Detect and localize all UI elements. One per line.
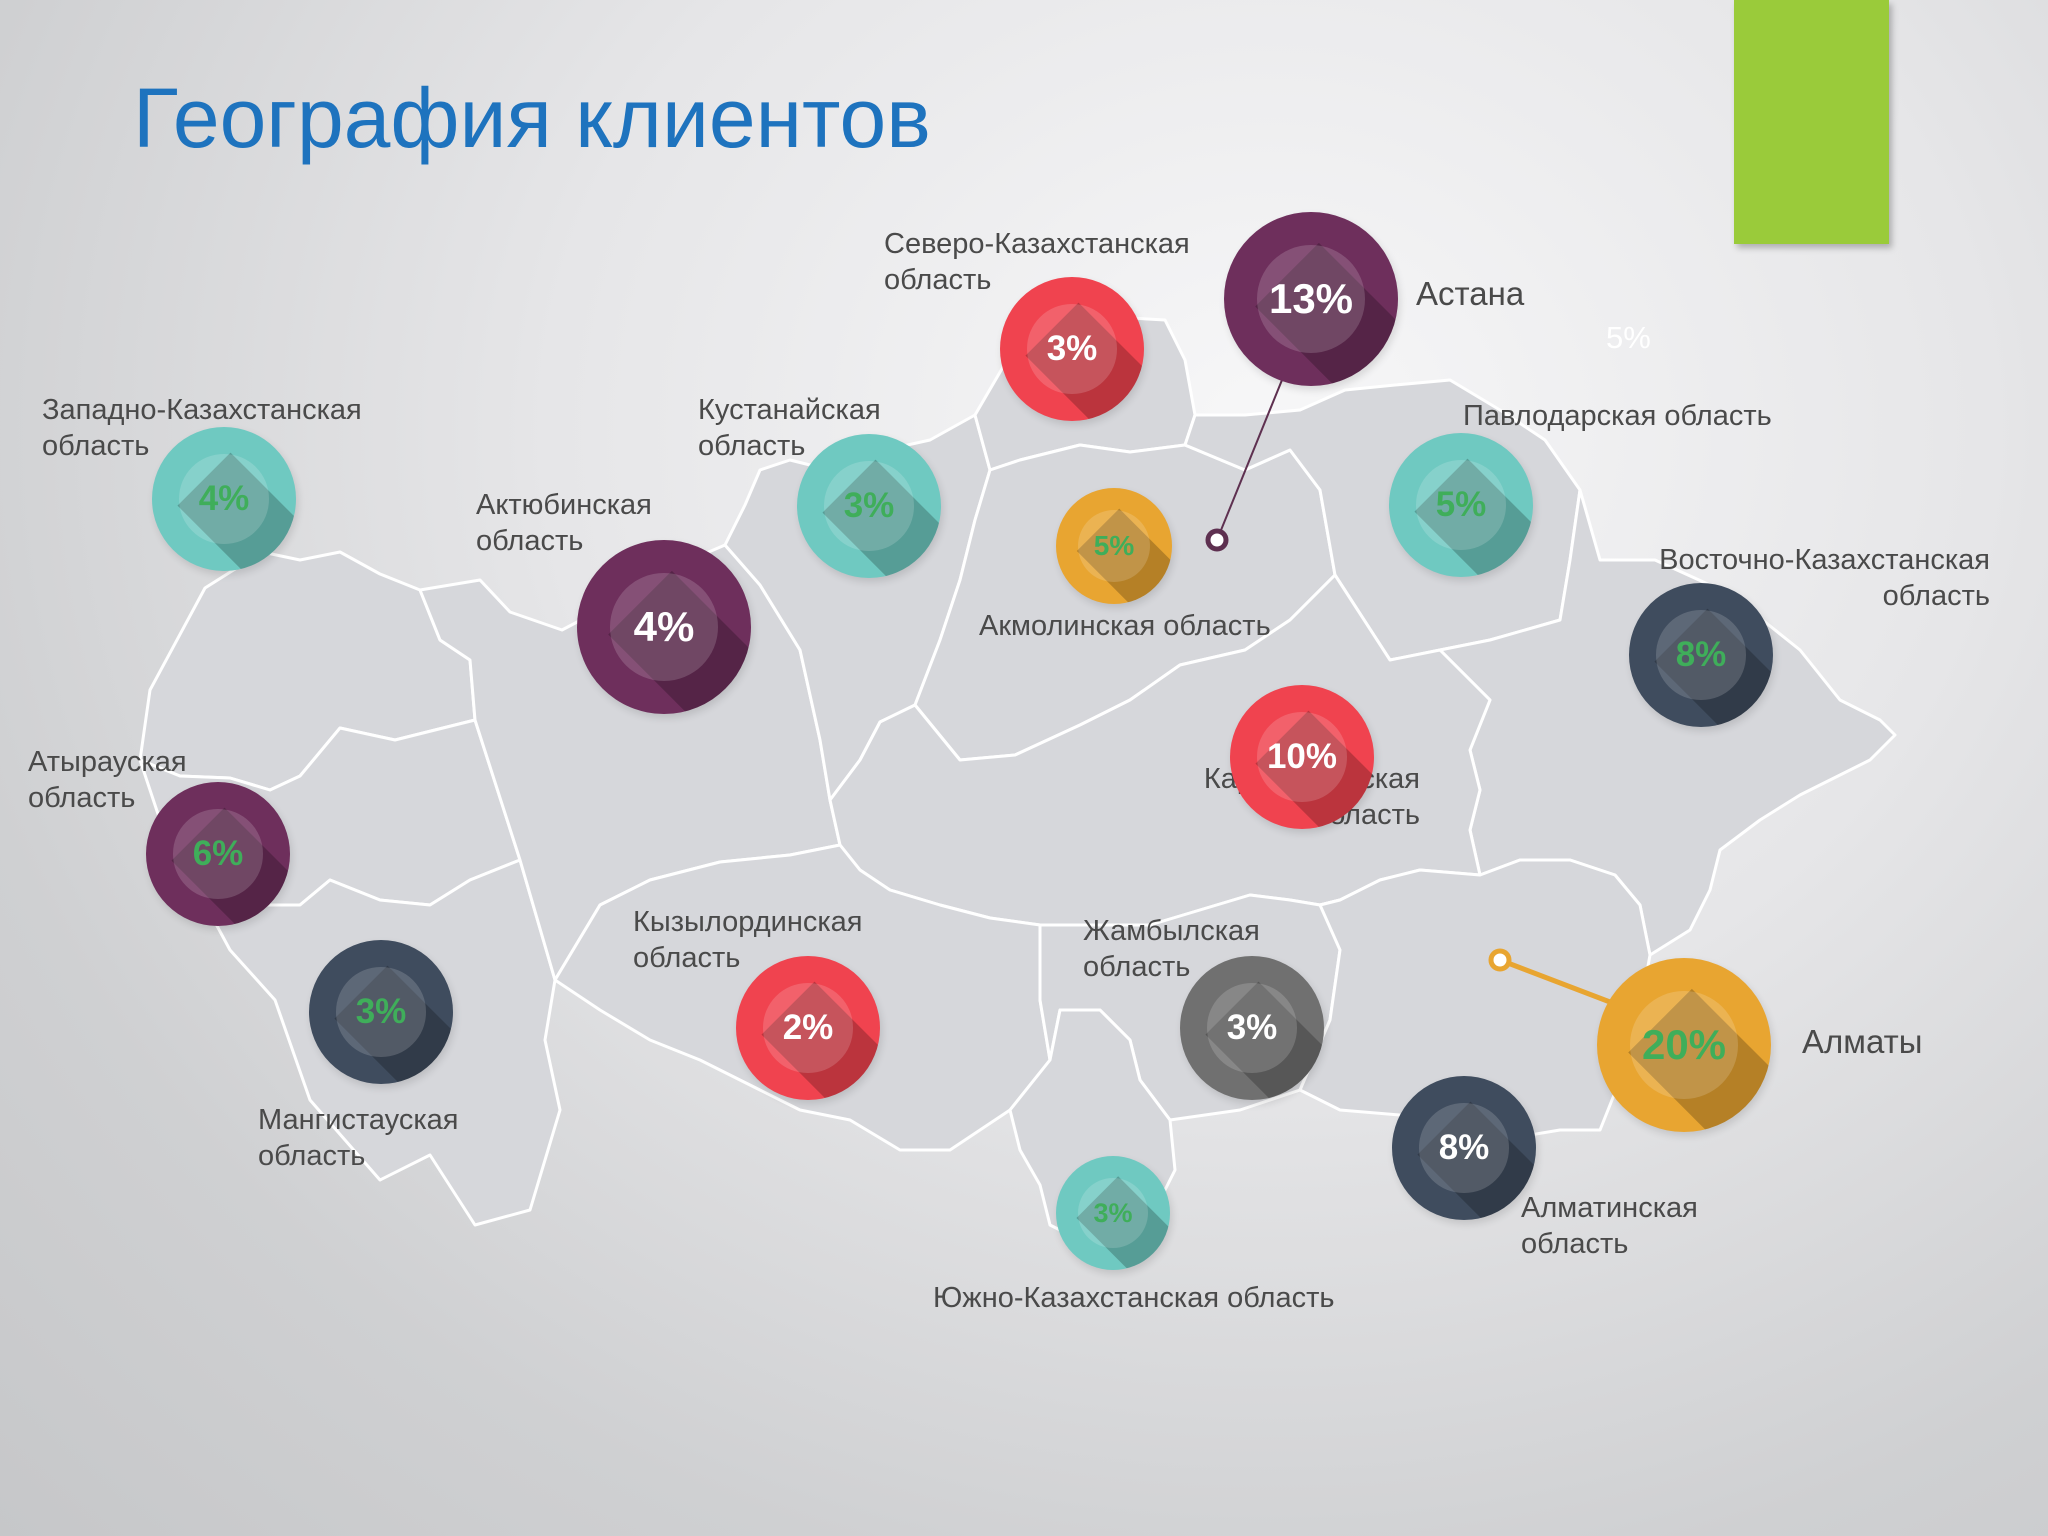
label-zko: Западно-Казахстанская область: [42, 392, 362, 464]
bubble-kar-value: 10%: [1266, 737, 1338, 776]
label-kost-line2: область: [698, 430, 806, 462]
label-man-line1: Мангистауская: [258, 1104, 459, 1136]
bubble-pvl-value: 5%: [1435, 485, 1487, 524]
label-kost-line1: Кустанайская: [698, 394, 881, 426]
label-sko-line2: область: [884, 264, 992, 296]
label-alm-obl-line2: область: [1521, 1228, 1629, 1260]
label-pvl: Павлодарская область: [1463, 398, 1772, 434]
label-yuko-line1: Южно-Казахстанская область: [933, 1282, 1335, 1314]
bubble-vko: 8%: [1629, 583, 1773, 727]
label-man-line2: область: [258, 1140, 366, 1172]
label-akt: Актюбинская область: [476, 487, 652, 559]
label-akm: Акмолинская область: [979, 608, 1271, 644]
astana-pointer-line: [1216, 379, 1283, 541]
label-vko: Восточно-Казахстанская область: [1570, 542, 1990, 614]
map-pointers: [1205, 379, 1611, 1005]
bubble-akm-value: 5%: [1093, 530, 1135, 561]
bubble-atr: 6%: [146, 782, 290, 926]
page-title: География клиентов: [133, 71, 931, 165]
label-zhm-line1: Жамбылская: [1083, 915, 1260, 947]
almaty-pointer-dot: [1488, 948, 1512, 972]
bubble-vko-value: 8%: [1675, 635, 1727, 674]
bubble-sko-value: 3%: [1046, 329, 1098, 368]
bubble-yuko: 3%: [1056, 1156, 1170, 1270]
label-zko-line2: область: [42, 430, 150, 462]
bubble-atr-value: 6%: [192, 834, 244, 873]
bubble-almaty: 20%: [1597, 958, 1771, 1132]
bubble-almaty-value: 20%: [1641, 1021, 1727, 1068]
bubble-kar: 10%: [1230, 685, 1374, 829]
label-atr: Атырауская область: [28, 744, 187, 816]
bubble-sko: 3%: [1000, 277, 1144, 421]
accent-bar: [1734, 0, 1889, 244]
label-alm-obl-line1: Алматинская: [1521, 1192, 1698, 1224]
bubble-alm-obl-value: 8%: [1438, 1128, 1490, 1167]
bubble-astana: 13%: [1224, 212, 1398, 386]
label-kost: Кустанайская область: [698, 392, 881, 464]
label-astana: Астана: [1416, 276, 1524, 312]
label-atr-line1: Атырауская: [28, 746, 187, 778]
label-almaty: Алматы: [1802, 1024, 1922, 1060]
label-man: Мангистауская область: [258, 1102, 459, 1174]
label-akt-line1: Актюбинская: [476, 489, 652, 521]
bubble-zko-value: 4%: [198, 479, 250, 518]
label-atr-line2: область: [28, 782, 136, 814]
astana-pointer-dot: [1205, 528, 1229, 552]
label-vko-line1: Восточно-Казахстанская: [1659, 544, 1990, 576]
bubble-astana-value: 13%: [1268, 275, 1354, 322]
label-kzo-line1: Кызылординская: [633, 906, 863, 938]
label-kzo-line2: область: [633, 942, 741, 974]
label-alm-obl: Алматинская область: [1521, 1190, 1698, 1262]
bubble-pvl: 5%: [1389, 433, 1533, 577]
bubble-kzo-value: 2%: [782, 1008, 834, 1047]
label-sko: Северо-Казахстанская область: [884, 226, 1190, 298]
label-akm-line1: Акмолинская область: [979, 610, 1271, 642]
bubble-kzo: 2%: [736, 956, 880, 1100]
bubble-yuko-value: 3%: [1093, 1197, 1133, 1228]
label-pvl-line1: Павлодарская область: [1463, 400, 1772, 432]
stray-percent-note: 5%: [1606, 320, 1651, 355]
bubble-akm: 5%: [1056, 488, 1172, 604]
bubble-man-value: 3%: [355, 992, 407, 1031]
label-kzo: Кызылординская область: [633, 904, 863, 976]
bubble-kost-value: 3%: [843, 486, 895, 525]
label-yuko: Южно-Казахстанская область: [933, 1280, 1334, 1316]
label-sko-line1: Северо-Казахстанская: [884, 228, 1190, 260]
bubble-zhm-value: 3%: [1226, 1008, 1278, 1047]
bubble-man: 3%: [309, 940, 453, 1084]
almaty-pointer-line: [1499, 957, 1611, 1005]
bubble-akt: 4%: [577, 540, 751, 714]
label-zko-line1: Западно-Казахстанская: [42, 394, 362, 426]
bubble-zko: 4%: [152, 427, 296, 571]
label-vko-line2: область: [1882, 580, 1990, 612]
label-almaty-line1: Алматы: [1802, 1023, 1923, 1060]
bubble-akt-value: 4%: [633, 603, 695, 650]
label-astana-line1: Астана: [1416, 275, 1525, 312]
label-zhm-line2: область: [1083, 951, 1191, 983]
bubble-zhm: 3%: [1180, 956, 1324, 1100]
bubble-kost: 3%: [797, 434, 941, 578]
bubble-alm-obl: 8%: [1392, 1076, 1536, 1220]
label-akt-line2: область: [476, 525, 584, 557]
label-zhm: Жамбылская область: [1083, 913, 1260, 985]
